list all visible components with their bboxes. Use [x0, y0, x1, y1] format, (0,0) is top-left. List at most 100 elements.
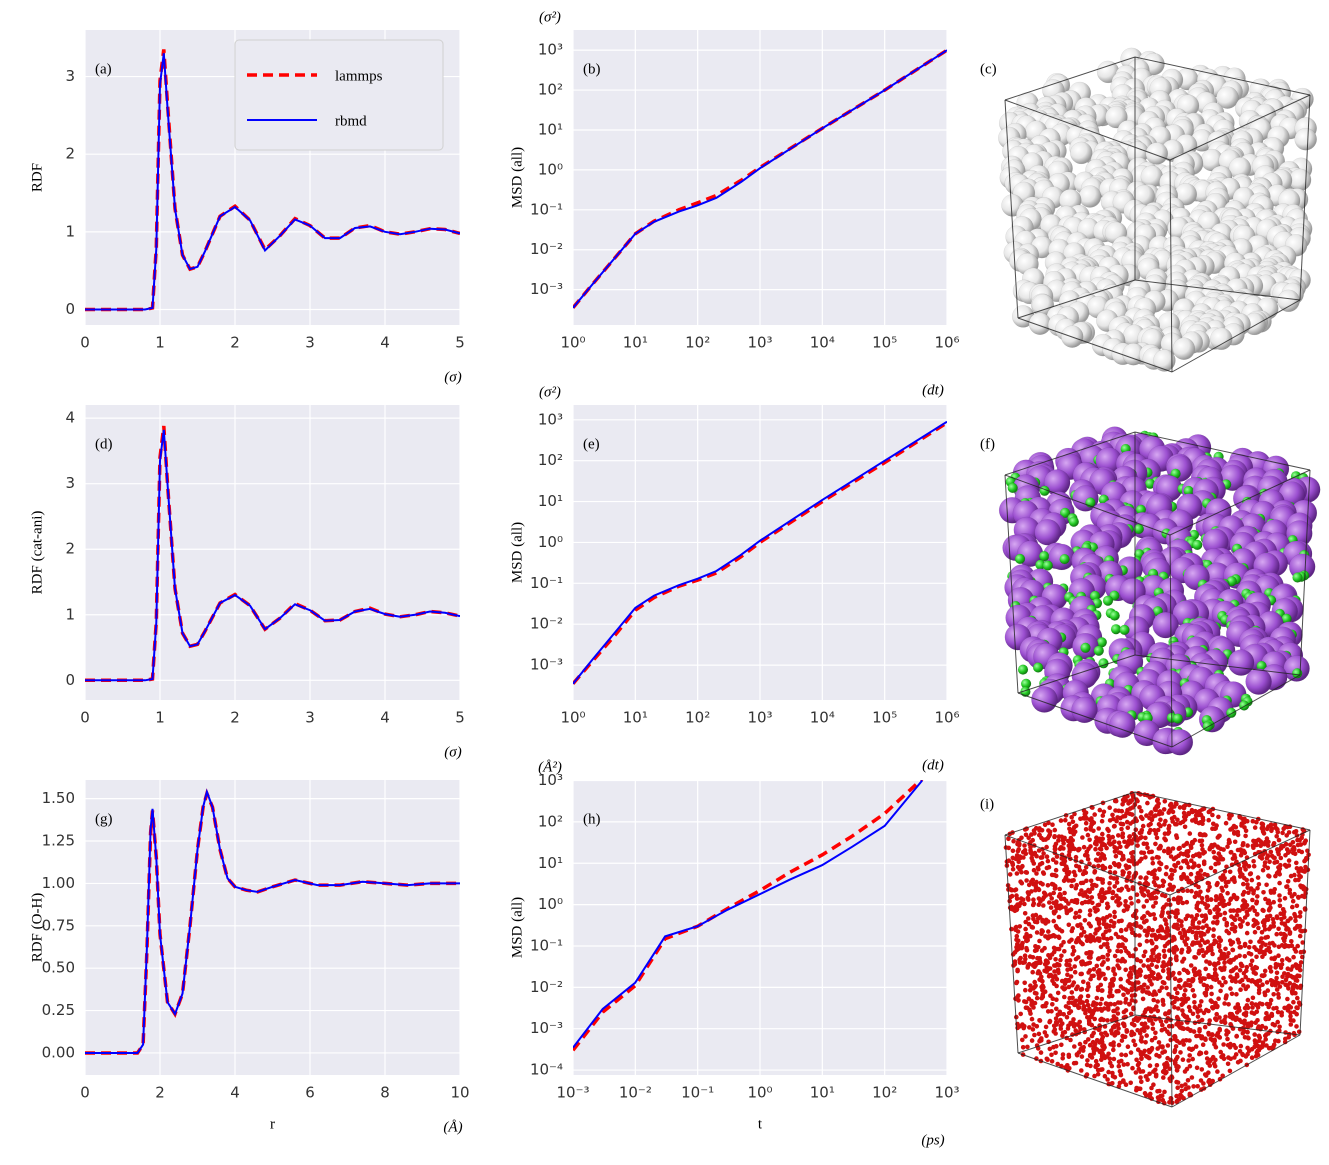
particle [1172, 868, 1177, 873]
particle [1114, 876, 1119, 881]
particle [1282, 938, 1287, 944]
particle [1153, 349, 1176, 372]
particle [1155, 976, 1160, 981]
particle [1161, 1002, 1166, 1007]
particle [1146, 1055, 1152, 1061]
particle [1213, 977, 1218, 983]
particle [1123, 1082, 1129, 1087]
particle [1176, 978, 1182, 983]
particle [1172, 713, 1184, 724]
particle [1285, 879, 1291, 884]
particle [1112, 953, 1118, 959]
particle [1137, 933, 1142, 938]
particle [1129, 812, 1135, 817]
particle [1180, 959, 1185, 964]
particle [1116, 833, 1121, 838]
particle [1052, 886, 1058, 891]
x-tick-label: 10⁻¹ [681, 1084, 714, 1102]
particle [1030, 902, 1036, 908]
particle [1097, 807, 1103, 813]
particle [1288, 1022, 1294, 1027]
particle [1140, 823, 1146, 829]
particle [1076, 847, 1081, 853]
particle [1265, 865, 1271, 871]
box-edge [1134, 56, 1311, 96]
particle [1129, 993, 1135, 998]
particle [1034, 871, 1039, 876]
particle [1268, 890, 1274, 895]
particle [1085, 993, 1091, 999]
particle [1099, 1008, 1104, 1013]
particle [1272, 943, 1277, 948]
particle [1282, 944, 1287, 950]
y-tick-label: 10⁻¹ [530, 936, 563, 954]
particle [1129, 987, 1134, 993]
particle [1153, 841, 1158, 847]
panel-label: (b) [583, 61, 601, 77]
particle [1036, 1031, 1042, 1037]
particle [1180, 1057, 1186, 1062]
particle [1030, 1027, 1036, 1032]
particle [1254, 901, 1259, 906]
particle [1200, 1042, 1206, 1047]
particle [1123, 1052, 1129, 1058]
particle [1227, 816, 1232, 821]
particle [1187, 1038, 1192, 1043]
particle [1166, 887, 1171, 892]
particle [1252, 1032, 1257, 1037]
particle [1083, 1039, 1088, 1045]
particle [1096, 938, 1102, 943]
particle [1223, 820, 1229, 826]
particle [1252, 825, 1258, 830]
y-tick-label: 10⁻³ [530, 1019, 563, 1037]
particle [1201, 861, 1207, 867]
x-tick-label: 10¹ [623, 334, 648, 352]
box-edge [1299, 94, 1311, 301]
particle [1161, 1075, 1166, 1080]
particle [1135, 843, 1140, 848]
particle [1145, 957, 1151, 963]
panel-label: (c) [980, 61, 997, 77]
x-tick-label: 10³ [934, 1084, 959, 1102]
particle [1083, 820, 1089, 826]
particle [1034, 930, 1040, 935]
particle [1217, 956, 1222, 962]
particle [1263, 1025, 1269, 1031]
particle [1059, 553, 1070, 565]
particle [1175, 1080, 1181, 1085]
particle [1155, 1008, 1161, 1014]
particle [1172, 1049, 1177, 1055]
particle [1250, 1005, 1255, 1010]
series-line [573, 780, 923, 1049]
particle [1148, 896, 1154, 901]
particle [1267, 874, 1272, 879]
particle [1125, 990, 1131, 995]
particle [1141, 919, 1147, 925]
particle [1161, 848, 1167, 854]
particle [1257, 949, 1262, 955]
particle [1073, 910, 1079, 916]
particle [1181, 805, 1187, 811]
particle [1137, 942, 1143, 948]
particle [1233, 1045, 1238, 1051]
particle [1050, 822, 1055, 827]
particle [1141, 850, 1147, 856]
particle [1234, 992, 1239, 997]
x-tick-label: 2 [230, 709, 240, 727]
particle [1182, 983, 1187, 988]
particle [1037, 1018, 1043, 1023]
y-tick-label: 0.25 [42, 1001, 75, 1019]
particle [1094, 842, 1099, 847]
particle [1092, 870, 1097, 875]
panel-label: (a) [95, 61, 112, 77]
particle [1194, 1033, 1199, 1039]
particle [1203, 1073, 1209, 1078]
particle [1228, 968, 1234, 974]
x-unit: (ps) [921, 1132, 944, 1148]
particle [1276, 995, 1281, 1000]
particle [1206, 817, 1211, 823]
particle [1242, 1005, 1248, 1011]
particle [1151, 997, 1156, 1003]
particle [1210, 951, 1215, 957]
particle [1223, 946, 1228, 952]
